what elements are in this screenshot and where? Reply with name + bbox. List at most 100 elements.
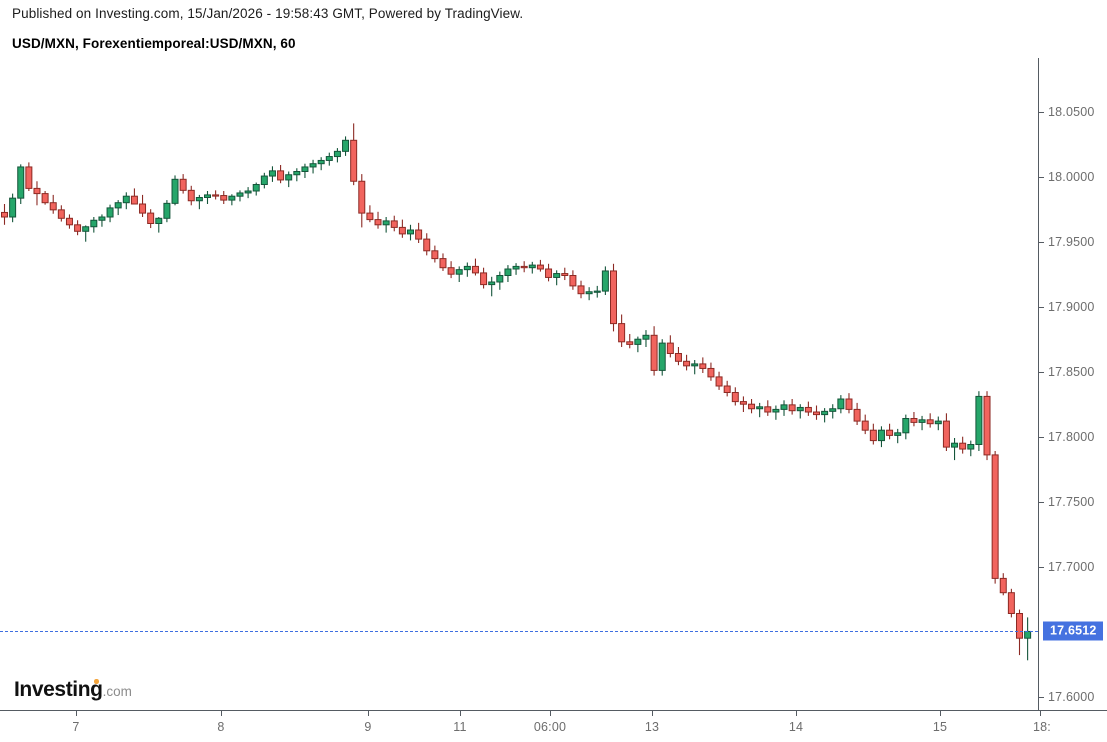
candlestick: [1024, 617, 1032, 661]
candle-body: [918, 419, 926, 423]
time-tick-mark: [368, 711, 369, 716]
time-tick-mark: [550, 711, 551, 716]
candle-body: [90, 219, 98, 228]
candle-body: [333, 150, 341, 158]
candlestick: [894, 428, 902, 444]
candle-body: [983, 395, 991, 456]
candle-body: [342, 139, 350, 152]
candlestick: [1007, 588, 1015, 618]
candle-body: [1, 211, 8, 218]
candlestick: [926, 413, 934, 428]
candlestick: [358, 174, 366, 228]
candlestick: [447, 261, 455, 279]
candle-body: [683, 360, 691, 367]
candle-body: [674, 353, 682, 362]
candlestick: [471, 258, 479, 276]
candle-body: [439, 258, 447, 269]
candlestick: [398, 219, 406, 238]
candle-body: [309, 163, 317, 168]
candlestick: [9, 193, 17, 223]
candlestick: [455, 266, 463, 282]
time-axis[interactable]: 7 8 9 11 06:00 13 14 15 18:: [0, 710, 1107, 742]
candle-body: [179, 178, 187, 191]
candlestick: [813, 405, 820, 420]
candlestick: [910, 412, 918, 427]
candlestick: [439, 253, 447, 271]
candlestick: [999, 573, 1007, 596]
candle-body: [991, 454, 999, 579]
candlestick: [845, 393, 853, 414]
candlestick: [382, 217, 390, 233]
candlestick: [139, 194, 147, 217]
candlestick: [480, 267, 488, 289]
candlestick: [536, 259, 544, 272]
candle-body: [171, 178, 179, 204]
candle-body: [1024, 630, 1032, 639]
candle-body: [325, 156, 333, 161]
candlestick: [252, 182, 260, 196]
candlestick: [650, 326, 658, 376]
candlestick: [342, 136, 350, 156]
candle-body: [853, 408, 861, 422]
logo-suffix: .com: [102, 684, 132, 699]
candle-body: [942, 420, 950, 448]
candlestick: [626, 334, 634, 349]
candlestick: [390, 215, 398, 232]
candlestick: [82, 225, 90, 242]
candlestick: [821, 408, 829, 423]
investing-logo[interactable]: Investing.com: [14, 678, 132, 702]
candlestick: [837, 395, 845, 414]
time-tick-label: 18:: [1033, 720, 1051, 734]
candle-body: [764, 406, 772, 413]
candlestick: [618, 314, 626, 347]
candle-body: [471, 265, 479, 274]
candlestick: [723, 380, 731, 397]
time-tick-mark: [76, 711, 77, 716]
candlestick: [601, 266, 609, 295]
candlestick: [90, 217, 98, 233]
candle-body: [398, 226, 406, 235]
candle-body: [74, 224, 82, 232]
candlestick: [707, 362, 715, 381]
candle-body: [366, 212, 374, 221]
price-axis[interactable]: 18.0500 18.0000 17.9500 17.9000 17.8500 17.80…: [1038, 58, 1107, 710]
time-tick-label: 13: [644, 720, 660, 734]
candlestick: [463, 262, 471, 277]
candle-body: [528, 264, 536, 269]
candlestick: [553, 270, 561, 286]
candlestick: [41, 191, 49, 205]
published-attribution: Published on Investing.com, 15/Jan/2026 …: [12, 6, 524, 21]
candlestick: [683, 354, 691, 371]
candle-body: [512, 265, 520, 270]
candlestick: [804, 401, 812, 416]
candlestick: [49, 194, 57, 214]
candlestick: [309, 159, 317, 174]
candle-body: [959, 442, 967, 450]
candle-body: [220, 195, 228, 201]
candle-body: [520, 265, 528, 269]
candlestick: [528, 261, 536, 274]
candlestick: [57, 205, 65, 222]
candle-body: [894, 432, 902, 436]
candle-body: [691, 363, 699, 367]
time-tick-mark: [460, 711, 461, 716]
candlestick: [829, 404, 837, 419]
price-tick-label: 17.7500: [1048, 495, 1095, 509]
last-price-badge[interactable]: 17.6512: [1043, 621, 1103, 641]
candlestick: [260, 172, 268, 189]
time-tick-mark: [652, 711, 653, 716]
price-tick-mark: [1039, 697, 1044, 698]
candle-body: [545, 268, 553, 278]
candle-body: [788, 404, 796, 412]
candlestick: [171, 175, 179, 206]
candlestick-plot-area[interactable]: [0, 58, 1038, 710]
candlestick: [220, 191, 228, 204]
candle-body: [415, 229, 423, 240]
candlestick: [756, 402, 764, 418]
candlestick: [1, 204, 8, 225]
candle-body: [49, 202, 57, 211]
candlestick: [155, 217, 163, 233]
candle-body: [975, 395, 983, 445]
candlestick: [195, 194, 203, 210]
candle-body: [212, 194, 220, 197]
